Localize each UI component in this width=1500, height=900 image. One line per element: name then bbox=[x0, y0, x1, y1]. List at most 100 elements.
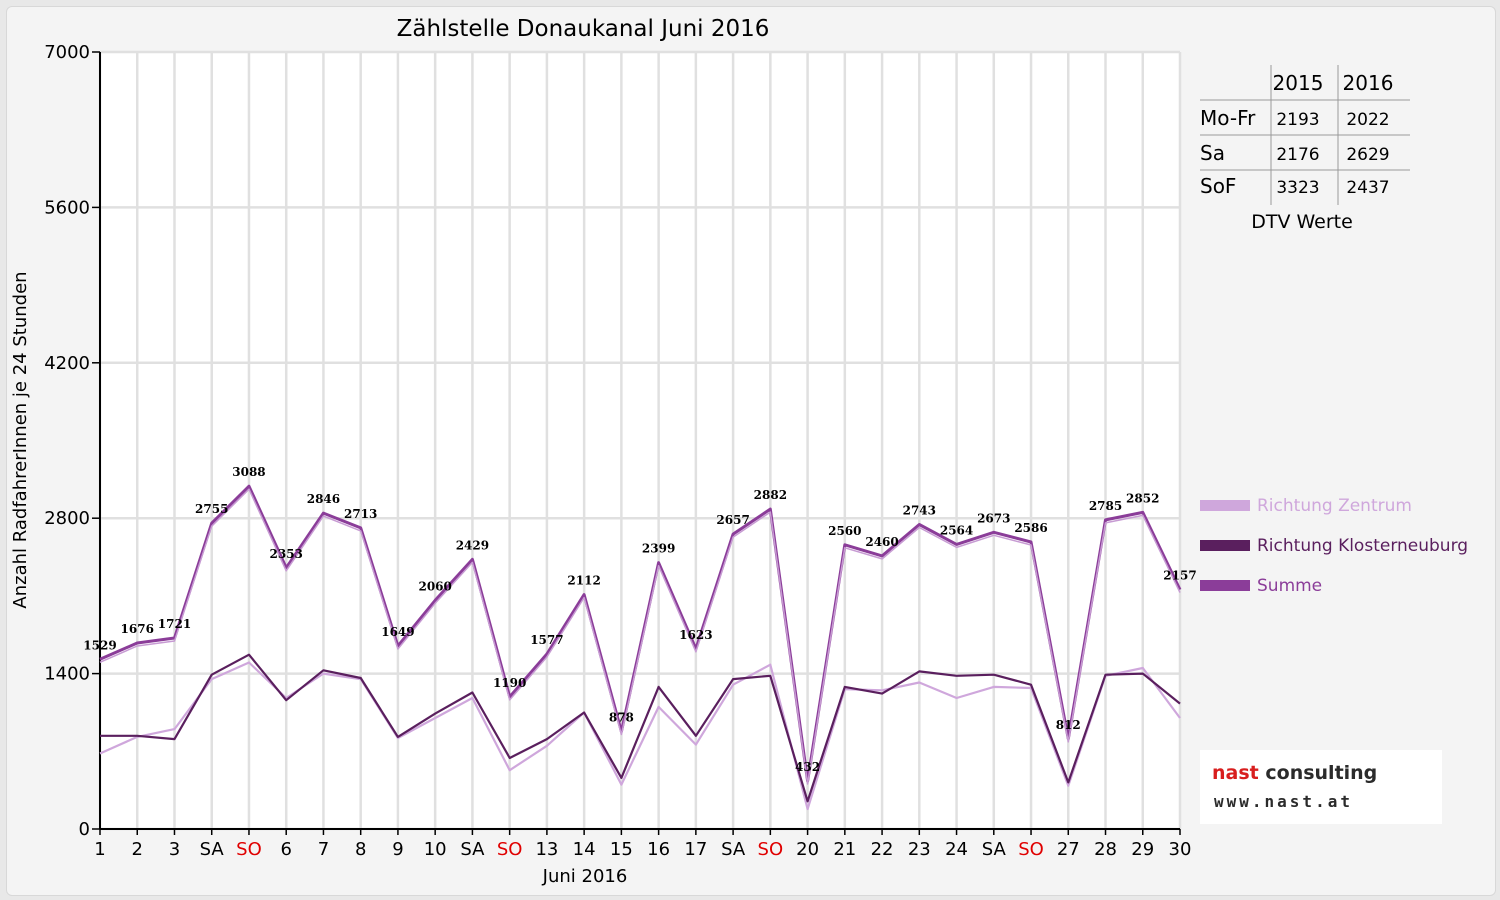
y-tick-label: 5600 bbox=[44, 197, 90, 218]
x-tick-label: 27 bbox=[1057, 839, 1080, 860]
logo-wordmark: nast consulting bbox=[1212, 762, 1378, 784]
x-tick-label: 6 bbox=[280, 839, 291, 860]
data-label: 2060 bbox=[418, 579, 451, 593]
x-tick-label: SA bbox=[982, 839, 1007, 860]
company-logo: nast consulting www.nast.at bbox=[1200, 750, 1442, 824]
dtv-caption: DTV Werte bbox=[1251, 211, 1353, 233]
data-label: 1529 bbox=[83, 638, 116, 652]
data-label: 1623 bbox=[679, 628, 712, 642]
x-tick-label: 3 bbox=[169, 839, 180, 860]
data-label: 2846 bbox=[307, 492, 340, 506]
data-label: 2112 bbox=[567, 574, 600, 588]
x-tick-label: 30 bbox=[1169, 839, 1192, 860]
legend-label-summe: Summe bbox=[1257, 576, 1322, 596]
x-tick-label: 7 bbox=[318, 839, 329, 860]
dtv-cell: 3323 bbox=[1276, 178, 1319, 198]
x-tick-label: SA bbox=[460, 839, 485, 860]
grid bbox=[98, 50, 1182, 831]
dtv-table: 2015 2016 Mo-Fr 2193 2022 Sa 2176 2629 S… bbox=[1200, 65, 1410, 233]
x-tick-label: 1 bbox=[94, 839, 105, 860]
x-tick-label: 13 bbox=[535, 839, 558, 860]
x-tick-label: 17 bbox=[684, 839, 707, 860]
data-label: 2586 bbox=[1014, 521, 1047, 535]
legend-swatch-summe bbox=[1200, 580, 1250, 591]
y-tick-label: 1400 bbox=[44, 664, 90, 685]
data-label: 2560 bbox=[828, 524, 861, 538]
x-tick-label: 24 bbox=[945, 839, 968, 860]
x-tick-label: SO bbox=[1018, 839, 1044, 860]
dtv-row-label: Mo-Fr bbox=[1200, 106, 1256, 130]
data-label: 2460 bbox=[865, 535, 898, 549]
data-label: 2713 bbox=[344, 507, 377, 521]
dtv-header-2016: 2016 bbox=[1343, 71, 1394, 95]
x-tick-label: SO bbox=[236, 839, 262, 860]
x-tick-label: 20 bbox=[796, 839, 819, 860]
x-tick-label: SA bbox=[200, 839, 225, 860]
chart-title: Zählstelle Donaukanal Juni 2016 bbox=[397, 16, 770, 42]
data-label: 1649 bbox=[381, 625, 414, 639]
x-tick-label: 29 bbox=[1131, 839, 1154, 860]
y-tick-label: 2800 bbox=[44, 508, 90, 529]
legend-swatch-klosterneuburg bbox=[1200, 540, 1250, 551]
series-lines bbox=[99, 484, 1182, 811]
data-label: 2429 bbox=[456, 538, 489, 552]
data-label: 1721 bbox=[158, 617, 191, 631]
data-label: 2673 bbox=[977, 511, 1010, 525]
data-label: 2157 bbox=[1163, 569, 1196, 583]
legend: Richtung Zentrum Richtung Klosterneuburg… bbox=[1200, 496, 1468, 596]
dtv-cell: 2437 bbox=[1346, 178, 1389, 198]
series-line-summe-shadow bbox=[99, 488, 1181, 785]
data-label: 1190 bbox=[493, 676, 526, 690]
x-tick-label: SA bbox=[721, 839, 746, 860]
legend-label-zentrum: Richtung Zentrum bbox=[1257, 496, 1412, 516]
x-tick-label: 23 bbox=[908, 839, 931, 860]
x-tick-label: 21 bbox=[833, 839, 856, 860]
data-label: 812 bbox=[1056, 718, 1081, 732]
x-tick-label: 2 bbox=[132, 839, 143, 860]
legend-label-klosterneuburg: Richtung Klosterneuburg bbox=[1257, 536, 1468, 556]
data-label: 2399 bbox=[642, 542, 675, 556]
data-label: 1577 bbox=[530, 633, 563, 647]
dtv-header-2015: 2015 bbox=[1273, 71, 1324, 95]
y-tick-label: 0 bbox=[79, 819, 90, 840]
data-label: 2852 bbox=[1126, 491, 1159, 505]
data-label: 2882 bbox=[754, 488, 787, 502]
x-tick-label: 15 bbox=[610, 839, 633, 860]
data-label: 2785 bbox=[1089, 499, 1122, 513]
dtv-row-label: SoF bbox=[1200, 174, 1236, 198]
data-labels: 1529 1676 1721 2755 3088 2353 2846 2713 1649 2060… bbox=[83, 465, 1196, 774]
x-tick-label: 8 bbox=[355, 839, 366, 860]
x-tick-label: 28 bbox=[1094, 839, 1117, 860]
x-tick-label: 9 bbox=[392, 839, 403, 860]
legend-swatch-zentrum bbox=[1200, 500, 1250, 511]
x-tick-label: SO bbox=[758, 839, 784, 860]
data-label: 1676 bbox=[121, 622, 154, 636]
series-line-1 bbox=[100, 653, 1181, 803]
dtv-cell: 2176 bbox=[1276, 145, 1319, 165]
data-label: 2755 bbox=[195, 502, 228, 516]
data-label: 432 bbox=[795, 760, 820, 774]
data-label: 878 bbox=[609, 711, 634, 725]
dtv-row-label: Sa bbox=[1200, 141, 1225, 165]
data-label: 3088 bbox=[232, 465, 265, 479]
dtv-cell: 2629 bbox=[1346, 145, 1389, 165]
x-tick-label: 10 bbox=[424, 839, 447, 860]
x-tick-label: 22 bbox=[871, 839, 894, 860]
plot-area bbox=[100, 52, 1180, 829]
data-label: 2743 bbox=[903, 504, 936, 518]
y-axis-title: Anzahl RadfahrerInnen je 24 Stunden bbox=[10, 271, 31, 608]
data-label: 2657 bbox=[716, 513, 749, 527]
logo-website: www.nast.at bbox=[1214, 792, 1353, 811]
y-tick-label: 7000 bbox=[44, 42, 90, 63]
x-tick-label: 16 bbox=[647, 839, 670, 860]
y-tick-label: 4200 bbox=[44, 353, 90, 374]
x-tick-label: SO bbox=[497, 839, 523, 860]
data-label: 2353 bbox=[270, 547, 303, 561]
x-axis-title: Juni 2016 bbox=[542, 866, 628, 887]
x-tick-label: 14 bbox=[573, 839, 596, 860]
dtv-cell: 2022 bbox=[1346, 110, 1389, 130]
data-label: 2564 bbox=[940, 523, 973, 537]
dtv-cell: 2193 bbox=[1276, 110, 1319, 130]
